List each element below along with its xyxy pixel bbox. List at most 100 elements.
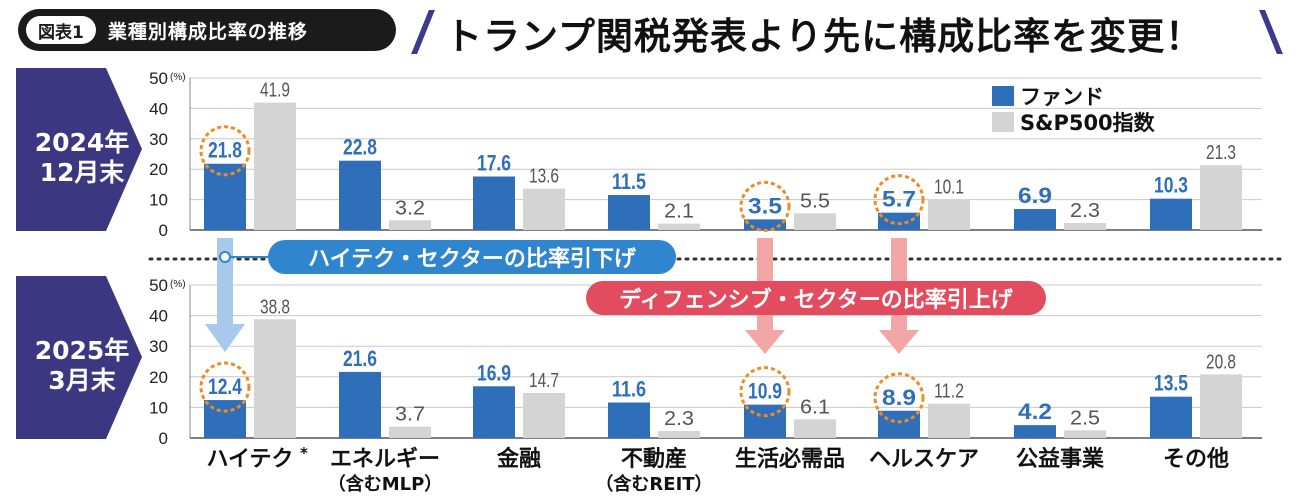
highlight-circle: [199, 125, 251, 177]
highlight-circle: [739, 180, 791, 232]
bar-sp500: [928, 199, 970, 230]
headline: トランプ関税発表より先に構成比率を変更！: [445, 15, 1204, 58]
bar-sp500: [389, 426, 431, 438]
bar-sp500: [658, 430, 700, 438]
bar-fund: [473, 386, 515, 438]
highlight-circle: [199, 361, 251, 413]
data-label-sp500: 21.3: [1206, 142, 1236, 164]
data-label-fund: 21.6: [343, 346, 377, 371]
data-label-fund: 13.5: [1154, 371, 1188, 396]
hightech-arrow-head: [205, 324, 245, 352]
category-label: その他: [1163, 447, 1229, 472]
data-label-fund: 11.5: [612, 169, 646, 194]
highlight-circle: [873, 174, 925, 226]
bar-fund: [1150, 198, 1192, 230]
data-label-fund: 5.7: [882, 187, 916, 212]
y-tick-label: 0: [159, 429, 168, 448]
period-label-2025: 2025年 3月末: [22, 336, 142, 396]
bar-sp500: [794, 419, 836, 438]
data-label-sp500: 2.3: [664, 408, 694, 430]
period-2024-arrow: [16, 68, 142, 231]
category-label: ヘルスケア: [869, 447, 979, 472]
legend: ファンド S&P500指数: [992, 83, 1155, 135]
data-label-sp500: 13.6: [529, 166, 559, 188]
bar-sp500: [523, 393, 565, 438]
category-label: 不動産: [621, 446, 687, 472]
data-label-sp500: 10.1: [934, 176, 964, 198]
hightech-connector-dot: [219, 251, 231, 263]
data-label-fund: 11.6: [612, 377, 646, 402]
category-label: 金融: [496, 446, 541, 472]
data-label-sp500: 14.7: [529, 370, 559, 392]
bar-sp500: [1064, 223, 1106, 230]
data-label-fund: 16.9: [477, 360, 511, 385]
data-label-fund: 8.9: [882, 385, 916, 410]
data-label-fund: 4.2: [1018, 399, 1052, 424]
bar-fund: [339, 371, 381, 438]
category-sublabel: （含むREIT）: [595, 473, 712, 495]
data-label-sp500: 6.1: [800, 396, 830, 418]
bar-sp500: [794, 213, 836, 230]
data-label-fund: 21.8: [208, 138, 242, 163]
data-label-fund: 10.9: [748, 379, 782, 404]
y-tick-label: 50: [149, 276, 168, 295]
figure-label: 図表1: [26, 16, 96, 44]
bar-fund: [878, 410, 920, 438]
period-2025-line1: 2025年: [34, 336, 130, 365]
bar-fund: [339, 160, 381, 230]
data-label-sp500: 38.8: [260, 296, 290, 318]
data-label-sp500: 3.2: [395, 197, 425, 219]
bar-sp500: [1064, 430, 1106, 438]
y-tick-label: 10: [149, 398, 168, 417]
legend-sp500-swatch: [992, 112, 1014, 132]
data-label-sp500: 20.8: [1206, 351, 1236, 373]
bar-sp500: [389, 220, 431, 230]
bar-fund: [1014, 425, 1056, 438]
bar-fund: [608, 402, 650, 438]
bar-fund: [473, 176, 515, 230]
bar-fund: [1014, 209, 1056, 230]
category-label: ハイテク: [206, 447, 293, 472]
y-tick-label: 10: [149, 191, 168, 210]
data-label-sp500: 2.5: [1070, 407, 1100, 429]
legend-sp500-label: S&P500指数: [1020, 111, 1155, 135]
y-tick-label: 20: [149, 160, 168, 179]
data-label-sp500: 5.5: [800, 190, 830, 212]
bar-fund: [1150, 396, 1192, 438]
period-2025-arrow: [16, 276, 142, 439]
period-2024-line1: 2024年: [34, 128, 130, 157]
y-unit-label: (%): [170, 279, 186, 290]
category-label: 生活必需品: [735, 446, 845, 472]
bar-sp500: [1200, 374, 1242, 438]
legend-fund-label: ファンド: [1020, 85, 1104, 109]
data-label-fund: 6.9: [1018, 183, 1052, 208]
bar-sp500: [254, 102, 296, 230]
data-label-sp500: 2.1: [664, 201, 694, 223]
y-tick-label: 40: [149, 99, 168, 118]
y-tick-label: 0: [159, 221, 168, 240]
legend-fund: ファンド: [992, 83, 1155, 109]
figure-title: 業種別構成比率の推移: [107, 20, 308, 43]
highlight-circle: [739, 366, 791, 418]
y-tick-label: 30: [149, 337, 168, 356]
bar-sp500: [658, 223, 700, 230]
bar-fund: [878, 212, 920, 230]
period-2025-line2: 3月末: [48, 366, 116, 395]
category-label: 公益事業: [1016, 446, 1105, 472]
defensive-annotation: ディフェンシブ・セクターの比率引上げ: [586, 281, 1046, 315]
footnote-mark: *: [300, 444, 308, 462]
data-label-fund: 10.3: [1154, 173, 1188, 198]
data-label-fund: 17.6: [477, 150, 511, 175]
figure-badge: 図表1 業種別構成比率の推移: [18, 9, 396, 51]
data-label-fund: 3.5: [748, 193, 782, 218]
bar-fund: [608, 195, 650, 230]
y-unit-label: (%): [170, 72, 186, 83]
staples-arrow-head: [745, 330, 785, 354]
bar-sp500: [928, 403, 970, 438]
bar-fund: [744, 219, 786, 230]
data-label-sp500: 2.3: [1070, 200, 1100, 222]
y-tick-label: 40: [149, 307, 168, 326]
data-label-sp500: 3.7: [395, 404, 425, 426]
healthcare-arrow-head: [879, 330, 919, 354]
